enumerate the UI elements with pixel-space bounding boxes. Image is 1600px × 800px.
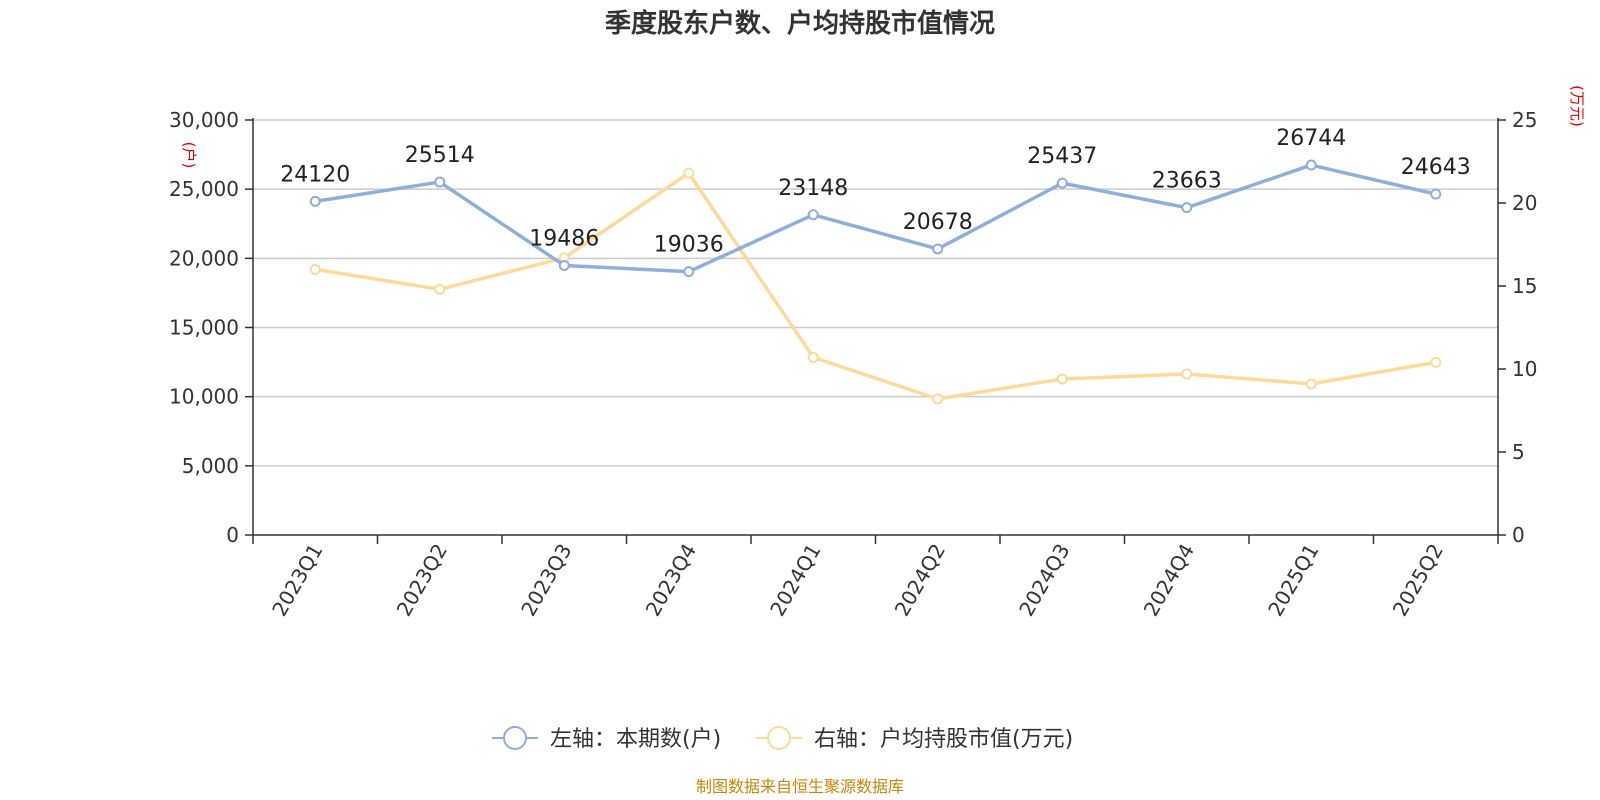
data-label: 19486 — [529, 226, 599, 251]
x-tick-label: 2024Q4 — [1139, 540, 1199, 621]
left-tick-label: 30,000 — [169, 108, 239, 132]
right-tick-label: 5 — [1512, 440, 1525, 464]
x-tick-label: 2024Q3 — [1014, 540, 1074, 621]
avg-holding-point — [683, 167, 695, 179]
legend-marker-right — [767, 726, 791, 750]
series-right — [309, 167, 1442, 405]
legend[interactable]: 左轴：本期数(户) 右轴：户均持股市值(万元) — [492, 726, 1073, 752]
right-tick-label: 15 — [1512, 274, 1537, 298]
left-tick-label: 5,000 — [182, 454, 239, 478]
shareholders-point — [558, 259, 570, 271]
data-label: 24643 — [1401, 155, 1471, 180]
avg-holding-point — [932, 393, 944, 405]
right-axis-unit: (万元) — [1568, 85, 1586, 127]
right-tick-label: 10 — [1512, 357, 1537, 381]
shareholders-point — [309, 195, 321, 207]
shareholders-point — [1181, 202, 1193, 214]
legend-item-right[interactable]: 右轴：户均持股市值(万元) — [756, 726, 1073, 752]
data-label: 25514 — [405, 143, 475, 168]
x-tick-label: 2025Q2 — [1388, 540, 1448, 621]
data-label: 23663 — [1152, 169, 1222, 194]
x-axis-ticks: 2023Q1 2023Q2 2023Q3 2023Q4 2024Q1 2024Q2 2024… — [252, 535, 1499, 621]
legend-label-left: 左轴：本期数(户) — [550, 727, 721, 752]
left-axis-ticks: 0 5,000 10,000 15,000 20,000 25,000 30,000 — [169, 108, 253, 547]
x-tick-label: 2023Q4 — [641, 540, 701, 621]
avg-holding-point — [1181, 368, 1193, 380]
data-label: 19036 — [654, 233, 724, 258]
x-tick-label: 2024Q2 — [890, 540, 950, 621]
left-axis-unit: (户) — [180, 142, 198, 169]
right-tick-label: 0 — [1512, 523, 1525, 547]
left-tick-label: 25,000 — [169, 177, 239, 201]
legend-item-left[interactable]: 左轴：本期数(户) — [492, 726, 721, 752]
shareholders-point — [683, 266, 695, 278]
x-tick-label: 2025Q1 — [1263, 540, 1323, 621]
right-tick-label: 25 — [1512, 108, 1537, 132]
avg-holding-point — [1430, 356, 1442, 368]
x-tick-label: 2023Q3 — [516, 540, 576, 621]
data-label: 26744 — [1276, 126, 1346, 151]
avg-holding-point — [807, 351, 819, 363]
data-label: 25437 — [1027, 144, 1097, 169]
x-tick-label: 2023Q2 — [392, 540, 452, 621]
avg-holding-point — [434, 283, 446, 295]
legend-label-right: 右轴：户均持股市值(万元) — [814, 727, 1073, 752]
grid-lines — [253, 119, 1498, 467]
data-labels: 24120 25514 19486 19036 23148 20678 25437 23663… — [280, 126, 1471, 258]
shareholders-point — [1305, 159, 1317, 171]
chart-title: 季度股东户数、户均持股市值情况 — [605, 8, 995, 39]
source-note: 制图数据来自恒生聚源数据库 — [696, 777, 904, 796]
avg-holding-point — [1056, 373, 1068, 385]
legend-marker-left — [503, 726, 527, 750]
shareholders-line — [314, 163, 1437, 274]
avg-holding-point — [309, 263, 321, 275]
x-tick-label: 2023Q1 — [267, 540, 327, 621]
left-tick-label: 15,000 — [169, 316, 239, 340]
left-tick-label: 20,000 — [169, 246, 239, 270]
shareholders-point — [1430, 188, 1442, 200]
data-label: 20678 — [903, 210, 973, 235]
shareholders-point — [807, 209, 819, 221]
series-left — [309, 159, 1442, 278]
x-tick-label: 2024Q1 — [765, 540, 825, 621]
right-tick-label: 20 — [1512, 191, 1537, 215]
avg-holding-point — [1305, 378, 1317, 390]
shareholders-point — [1056, 177, 1068, 189]
data-label: 23148 — [778, 176, 848, 201]
data-label: 24120 — [280, 162, 350, 187]
shareholders-point — [932, 243, 944, 255]
left-tick-label: 0 — [226, 523, 239, 547]
shareholders-point — [434, 176, 446, 188]
avg-holding-line — [314, 171, 1437, 401]
right-axis-ticks: 0 5 10 15 20 25 — [1498, 108, 1537, 547]
left-tick-label: 10,000 — [169, 385, 239, 409]
